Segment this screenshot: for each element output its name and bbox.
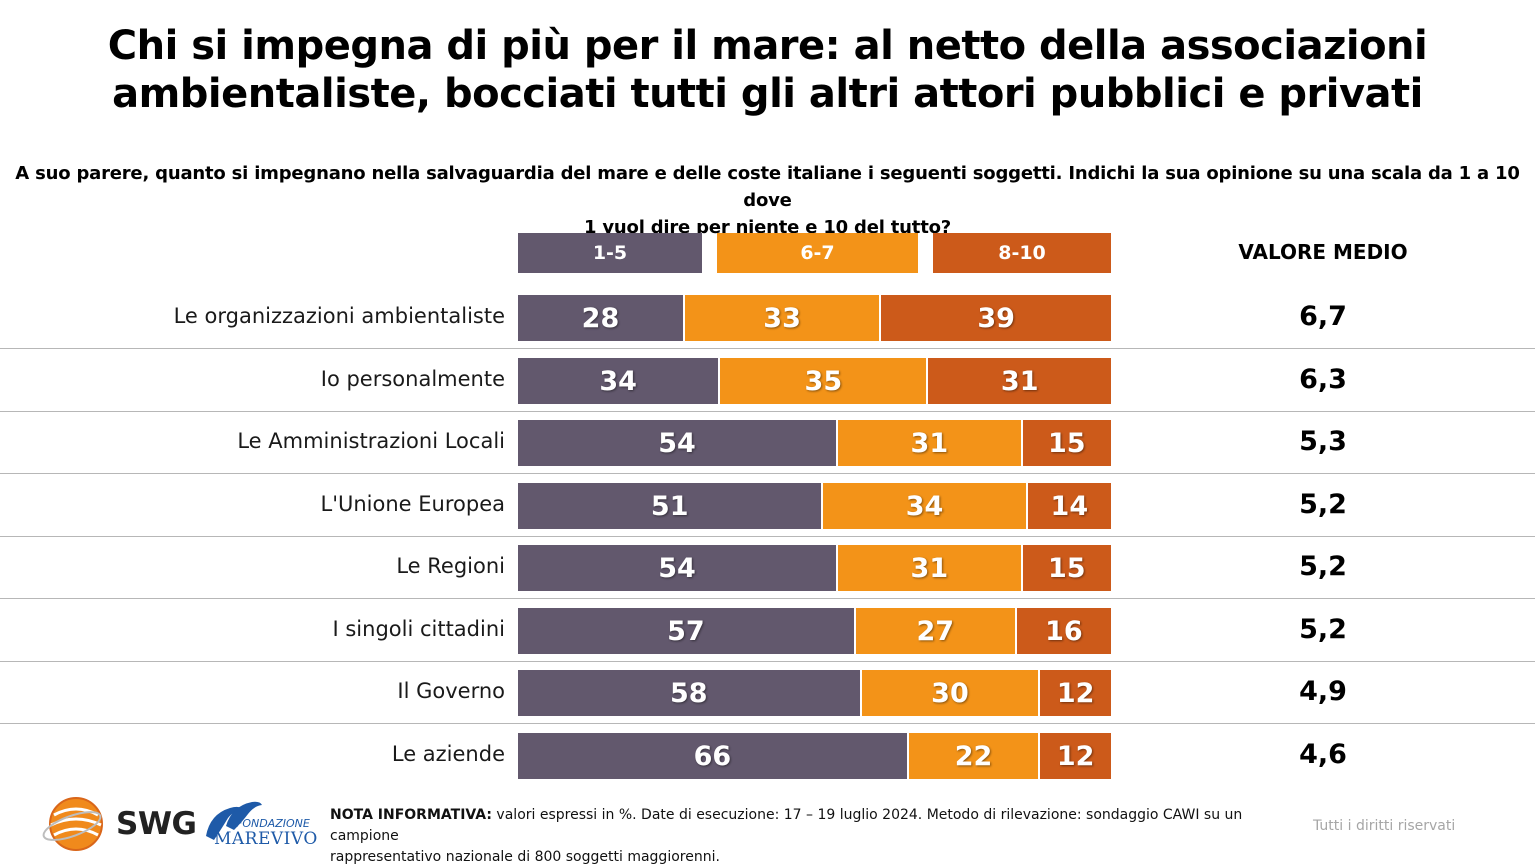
bar-segment-1-5: 66 <box>518 733 907 779</box>
bar-segment-6-7: 30 <box>861 670 1039 716</box>
average-value: 6,7 <box>1299 301 1347 332</box>
average-value: 5,3 <box>1299 426 1347 457</box>
marevivo-fondazione-text: FONDAZIONE <box>236 817 310 830</box>
bar-segment-1-5: 51 <box>518 483 822 529</box>
category-label: L'Unione Europea <box>320 492 505 516</box>
note-text-line-2: rappresentativo nazionale di 800 soggett… <box>330 849 720 865</box>
category-label: Il Governo <box>397 679 505 703</box>
chart-title: Chi si impegna di più per il mare: al ne… <box>0 22 1535 118</box>
data-label: 33 <box>763 302 801 334</box>
category-label: Le organizzazioni ambientaliste <box>173 304 505 328</box>
category-label: Le Amministrazioni Locali <box>237 429 505 453</box>
legend-label-8-10: 8-10 <box>998 242 1046 264</box>
bar-segment-8-10: 14 <box>1027 483 1111 529</box>
data-label: 31 <box>910 552 949 584</box>
average-column-header: VALORE MEDIO <box>1238 240 1408 264</box>
data-label: 22 <box>954 740 993 772</box>
legend-label-1-5: 1-5 <box>592 242 628 264</box>
data-label: 39 <box>977 302 1015 334</box>
bar-segment-1-5: 54 <box>518 545 837 591</box>
row-separator <box>0 473 1535 474</box>
subtitle-line-2: 1 vuol dire per niente e 10 del tutto? <box>583 217 952 238</box>
data-label: 54 <box>658 427 696 459</box>
row-separator <box>0 536 1535 537</box>
dolphin-logo-icon <box>206 801 262 840</box>
row-separator <box>0 411 1535 412</box>
legend-label-6-7: 6-7 <box>800 242 835 264</box>
swg-globe-icon <box>42 797 103 851</box>
marevivo-name-text: MAREVIVO <box>214 829 318 849</box>
data-label: 16 <box>1045 615 1083 647</box>
bar-segment-6-7: 27 <box>855 608 1015 654</box>
question-subtitle: A suo parere, quanto si impegnano nella … <box>10 160 1525 241</box>
row-separator <box>0 661 1535 662</box>
bar-segment-1-5: 57 <box>518 608 854 654</box>
bar-segment-6-7: 31 <box>838 420 1021 466</box>
category-label: Le aziende <box>391 742 505 766</box>
data-label: 66 <box>693 740 732 772</box>
legend-item-8-10: 8-10 <box>933 233 1111 273</box>
bar-segment-6-7: 22 <box>908 733 1039 779</box>
subtitle-line-1: A suo parere, quanto si impegnano nella … <box>15 163 1520 211</box>
bar-segment-8-10: 12 <box>1040 670 1111 716</box>
average-value: 6,3 <box>1299 364 1347 395</box>
legend-item-1-5: 1-5 <box>518 233 702 273</box>
note-text-line-1: valori espressi in %. Date di esecuzione… <box>330 807 1243 844</box>
bar-segment-8-10: 39 <box>881 295 1111 341</box>
data-label: 34 <box>905 490 944 522</box>
bar-segment-6-7: 35 <box>720 358 927 404</box>
bar-segment-8-10: 15 <box>1022 420 1111 466</box>
bar-segment-8-10: 16 <box>1016 608 1111 654</box>
rights-reserved: Tutti i diritti riservati <box>1313 818 1456 834</box>
bar-segment-1-5: 34 <box>518 358 719 404</box>
bar-segment-6-7: 31 <box>838 545 1021 591</box>
bar-segment-6-7: 34 <box>823 483 1026 529</box>
bar-segment-8-10: 31 <box>928 358 1111 404</box>
data-label: 15 <box>1048 427 1086 459</box>
methodology-note: NOTA INFORMATIVA: valori espressi in %. … <box>330 805 1310 868</box>
category-label: I singoli cittadini <box>332 617 505 641</box>
bar-segment-8-10: 15 <box>1022 545 1111 591</box>
data-label: 14 <box>1050 490 1089 522</box>
title-line-2: ambientaliste, bocciati tutti gli altri … <box>112 71 1423 117</box>
data-label: 35 <box>804 365 843 397</box>
legend-item-6-7: 6-7 <box>717 233 918 273</box>
swg-logo-text: SWG <box>116 806 197 842</box>
data-label: 58 <box>670 677 708 709</box>
category-label: Le Regioni <box>396 554 505 578</box>
data-label: 31 <box>910 427 949 459</box>
data-label: 15 <box>1048 552 1086 584</box>
data-label: 12 <box>1056 677 1095 709</box>
data-label: 54 <box>658 552 696 584</box>
bar-segment-1-5: 54 <box>518 420 837 466</box>
bar-segment-1-5: 58 <box>518 670 860 716</box>
data-label: 34 <box>599 365 637 397</box>
average-value: 4,9 <box>1299 676 1347 707</box>
row-separator <box>0 723 1535 724</box>
data-label: 30 <box>931 677 969 709</box>
data-label: 51 <box>650 490 689 522</box>
bar-segment-1-5: 28 <box>518 295 683 341</box>
data-label: 12 <box>1056 740 1095 772</box>
data-label: 27 <box>916 615 955 647</box>
data-label: 31 <box>1000 365 1039 397</box>
average-value: 5,2 <box>1299 489 1347 520</box>
row-separator <box>0 348 1535 349</box>
average-value: 5,2 <box>1299 614 1347 645</box>
bar-segment-6-7: 33 <box>684 295 880 341</box>
data-label: 28 <box>581 302 620 334</box>
category-label: Io personalmente <box>320 367 505 391</box>
bar-segment-8-10: 12 <box>1040 733 1111 779</box>
row-separator <box>0 598 1535 599</box>
average-value: 5,2 <box>1299 551 1347 582</box>
note-label: NOTA INFORMATIVA: <box>330 807 492 823</box>
title-line-1: Chi si impegna di più per il mare: al ne… <box>107 23 1428 69</box>
data-label: 57 <box>667 615 705 647</box>
average-value: 4,6 <box>1299 739 1347 770</box>
